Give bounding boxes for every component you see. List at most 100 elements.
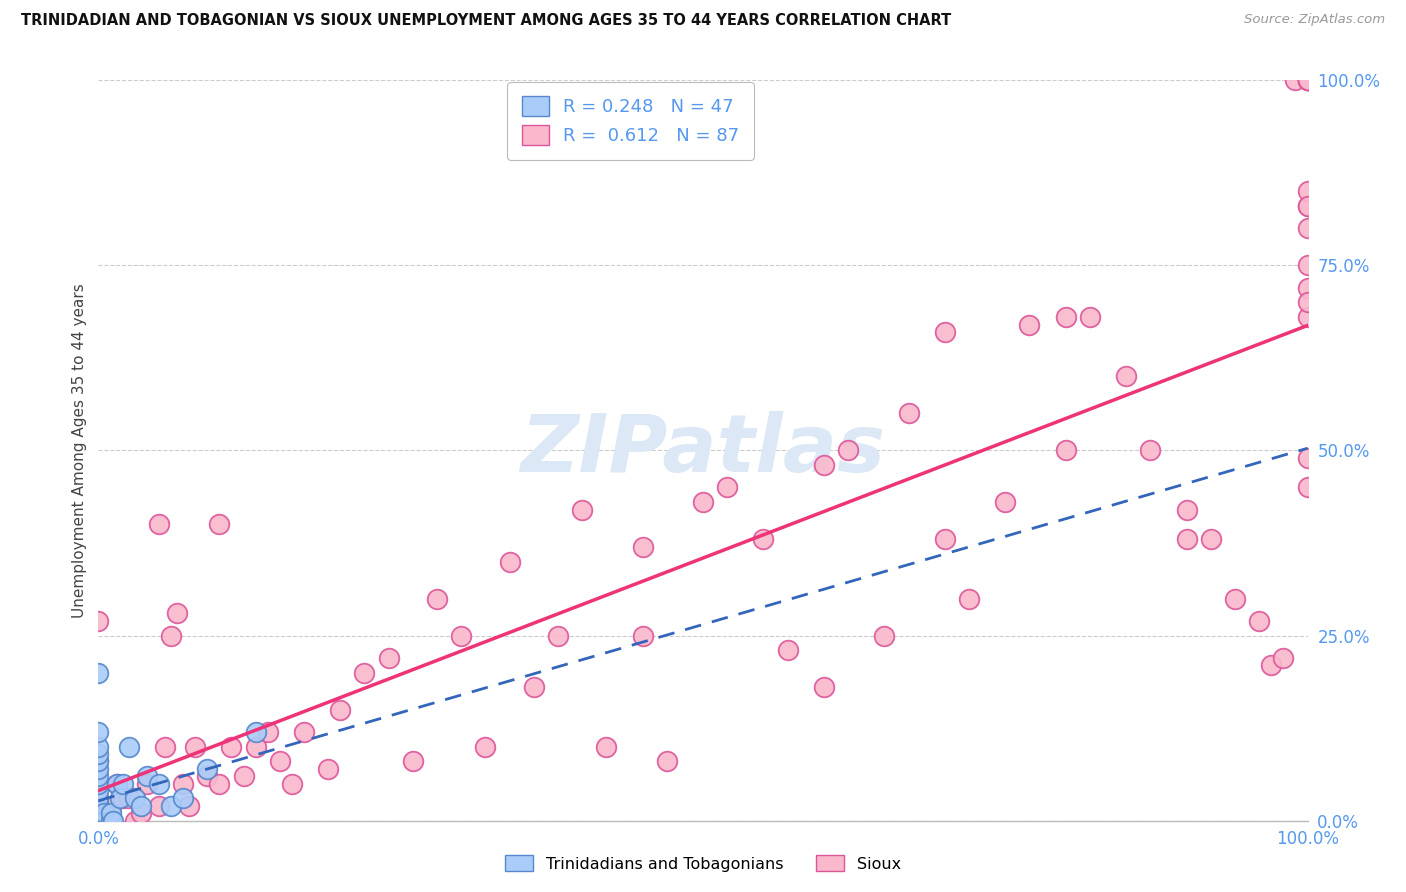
Point: [595, 739, 617, 754]
Point: [1296, 73, 1319, 87]
Point: [353, 665, 375, 680]
Point: [402, 755, 425, 769]
Point: [87, 814, 110, 828]
Point: [87, 747, 110, 761]
Point: [160, 628, 183, 642]
Point: [87, 665, 110, 680]
Point: [111, 791, 134, 805]
Point: [87, 814, 110, 828]
Point: [269, 755, 291, 769]
Point: [571, 502, 593, 516]
Point: [1296, 184, 1319, 198]
Point: [292, 724, 315, 739]
Point: [1175, 533, 1198, 547]
Point: [135, 776, 157, 791]
Point: [1296, 73, 1319, 87]
Text: TRINIDADIAN AND TOBAGONIAN VS SIOUX UNEMPLOYMENT AMONG AGES 35 TO 44 YEARS CORRE: TRINIDADIAN AND TOBAGONIAN VS SIOUX UNEM…: [21, 13, 952, 29]
Point: [245, 724, 267, 739]
Point: [752, 533, 775, 547]
Point: [111, 776, 134, 791]
Point: [100, 806, 122, 821]
Point: [221, 739, 243, 754]
Point: [1296, 221, 1319, 235]
Point: [1296, 73, 1319, 87]
Point: [1296, 450, 1319, 465]
Point: [957, 591, 980, 606]
Point: [172, 776, 194, 791]
Point: [87, 814, 110, 828]
Point: [179, 798, 201, 813]
Point: [1054, 310, 1077, 325]
Point: [1223, 591, 1246, 606]
Point: [108, 791, 131, 805]
Legend: R = 0.248   N = 47, R =  0.612   N = 87: R = 0.248 N = 47, R = 0.612 N = 87: [508, 82, 754, 160]
Point: [716, 480, 738, 494]
Point: [1054, 443, 1077, 458]
Point: [692, 495, 714, 509]
Point: [1296, 73, 1319, 87]
Point: [934, 533, 956, 547]
Point: [93, 806, 115, 821]
Point: [87, 814, 110, 828]
Point: [87, 814, 110, 828]
Point: [994, 495, 1017, 509]
Point: [100, 798, 122, 813]
Point: [256, 724, 278, 739]
Point: [129, 806, 152, 821]
Point: [172, 791, 194, 805]
Point: [166, 607, 188, 621]
Point: [776, 643, 799, 657]
Point: [1272, 650, 1295, 665]
Point: [245, 739, 267, 754]
Point: [426, 591, 449, 606]
Point: [813, 458, 835, 473]
Point: [1139, 443, 1161, 458]
Point: [1175, 502, 1198, 516]
Point: [129, 798, 152, 813]
Point: [1296, 280, 1319, 294]
Point: [87, 769, 110, 783]
Point: [184, 739, 207, 754]
Point: [523, 681, 546, 695]
Point: [1260, 658, 1282, 673]
Point: [87, 814, 110, 828]
Point: [87, 814, 110, 828]
Point: [87, 784, 110, 798]
Point: [1296, 73, 1319, 87]
Point: [87, 755, 110, 769]
Text: Source: ZipAtlas.com: Source: ZipAtlas.com: [1244, 13, 1385, 27]
Point: [450, 628, 472, 642]
Point: [1018, 318, 1040, 332]
Point: [281, 776, 304, 791]
Point: [135, 769, 157, 783]
Point: [1115, 369, 1137, 384]
Point: [87, 739, 110, 754]
Y-axis label: Unemployment Among Ages 35 to 44 years: Unemployment Among Ages 35 to 44 years: [72, 283, 87, 618]
Point: [87, 814, 110, 828]
Point: [631, 628, 654, 642]
Point: [837, 443, 859, 458]
Point: [87, 814, 110, 828]
Point: [160, 798, 183, 813]
Point: [547, 628, 569, 642]
Point: [87, 614, 110, 628]
Point: [148, 798, 170, 813]
Point: [87, 755, 110, 769]
Point: [813, 681, 835, 695]
Point: [101, 814, 124, 828]
Point: [1296, 480, 1319, 494]
Point: [118, 791, 141, 805]
Point: [87, 776, 110, 791]
Point: [148, 776, 170, 791]
Point: [208, 517, 231, 532]
Point: [195, 762, 218, 776]
Point: [87, 814, 110, 828]
Point: [87, 814, 110, 828]
Point: [934, 325, 956, 339]
Point: [377, 650, 399, 665]
Point: [655, 755, 678, 769]
Point: [232, 769, 254, 783]
Point: [498, 555, 520, 569]
Point: [87, 791, 110, 805]
Point: [1296, 310, 1319, 325]
